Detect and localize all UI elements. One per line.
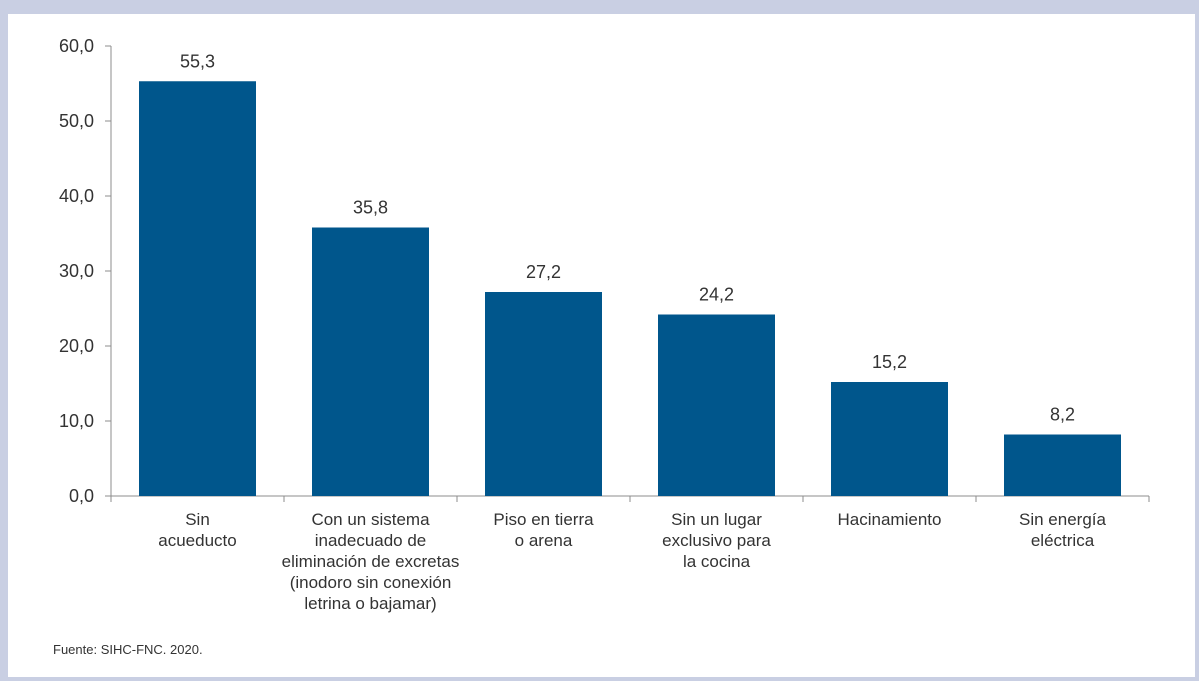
category-label: Sin un lugar exclusivo para la cocina bbox=[662, 510, 771, 571]
category-label: Hacinamiento bbox=[838, 510, 942, 529]
category-label: Con un sistema inadecuado de eliminación d… bbox=[282, 510, 460, 613]
y-tick-label: 0,0 bbox=[69, 486, 94, 506]
bar bbox=[139, 81, 256, 496]
category-label: Piso en tierra o arena bbox=[493, 510, 594, 550]
data-labels: 55,3 35,8 27,2 24,2 15,2 8,2 bbox=[180, 51, 1075, 424]
chart-panel: 0,0 10,0 20,0 30,0 40,0 50,0 60,0 55,3 35,8 27,2… bbox=[8, 14, 1195, 677]
y-tick-label: 30,0 bbox=[59, 261, 94, 281]
bar-chart: 0,0 10,0 20,0 30,0 40,0 50,0 60,0 55,3 35,8 27,2… bbox=[59, 36, 1150, 613]
data-label: 27,2 bbox=[526, 262, 561, 282]
y-tick-label: 20,0 bbox=[59, 336, 94, 356]
bar bbox=[831, 382, 948, 496]
source-note: Fuente: SIHC-FNC. 2020. bbox=[53, 642, 203, 657]
y-tick-label: 10,0 bbox=[59, 411, 94, 431]
category-label: Sin energía eléctrica bbox=[1019, 510, 1106, 550]
bars bbox=[139, 81, 1121, 496]
bar bbox=[312, 227, 429, 496]
data-label: 15,2 bbox=[872, 352, 907, 372]
bar bbox=[658, 314, 775, 496]
data-label: 24,2 bbox=[699, 285, 734, 305]
data-label: 55,3 bbox=[180, 51, 215, 71]
y-tick-label: 60,0 bbox=[59, 36, 94, 56]
y-axis: 0,0 10,0 20,0 30,0 40,0 50,0 60,0 bbox=[59, 36, 112, 506]
data-label: 8,2 bbox=[1050, 405, 1075, 425]
y-tick-label: 40,0 bbox=[59, 186, 94, 206]
category-label: Sin acueducto bbox=[158, 510, 236, 550]
bar bbox=[485, 292, 602, 496]
data-label: 35,8 bbox=[353, 198, 388, 218]
bar bbox=[1004, 434, 1121, 496]
x-axis bbox=[110, 495, 1150, 502]
category-labels: Sin acueducto Con un sistema inadecuado de e… bbox=[158, 510, 1106, 613]
y-tick-label: 50,0 bbox=[59, 111, 94, 131]
